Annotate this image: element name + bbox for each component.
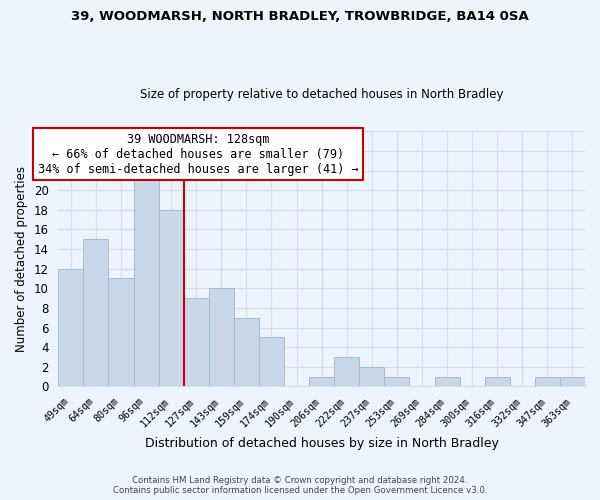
Y-axis label: Number of detached properties: Number of detached properties [15, 166, 28, 352]
Bar [234, 318, 259, 386]
X-axis label: Distribution of detached houses by size in North Bradley: Distribution of detached houses by size … [145, 437, 499, 450]
Bar [58, 268, 83, 386]
Bar [158, 210, 184, 386]
Bar [359, 367, 385, 386]
Bar [259, 338, 284, 386]
Title: Size of property relative to detached houses in North Bradley: Size of property relative to detached ho… [140, 88, 503, 101]
Bar [309, 376, 334, 386]
Bar [209, 288, 234, 386]
Bar [535, 376, 560, 386]
Text: 39, WOODMARSH, NORTH BRADLEY, TROWBRIDGE, BA14 0SA: 39, WOODMARSH, NORTH BRADLEY, TROWBRIDGE… [71, 10, 529, 23]
Bar [109, 278, 134, 386]
Text: Contains HM Land Registry data © Crown copyright and database right 2024.
Contai: Contains HM Land Registry data © Crown c… [113, 476, 487, 495]
Bar [385, 376, 409, 386]
Bar [83, 240, 109, 386]
Bar [334, 357, 359, 386]
Bar [560, 376, 585, 386]
Bar [434, 376, 460, 386]
Bar [485, 376, 510, 386]
Bar [184, 298, 209, 386]
Bar [134, 170, 158, 386]
Text: 39 WOODMARSH: 128sqm
← 66% of detached houses are smaller (79)
34% of semi-detac: 39 WOODMARSH: 128sqm ← 66% of detached h… [38, 132, 358, 176]
